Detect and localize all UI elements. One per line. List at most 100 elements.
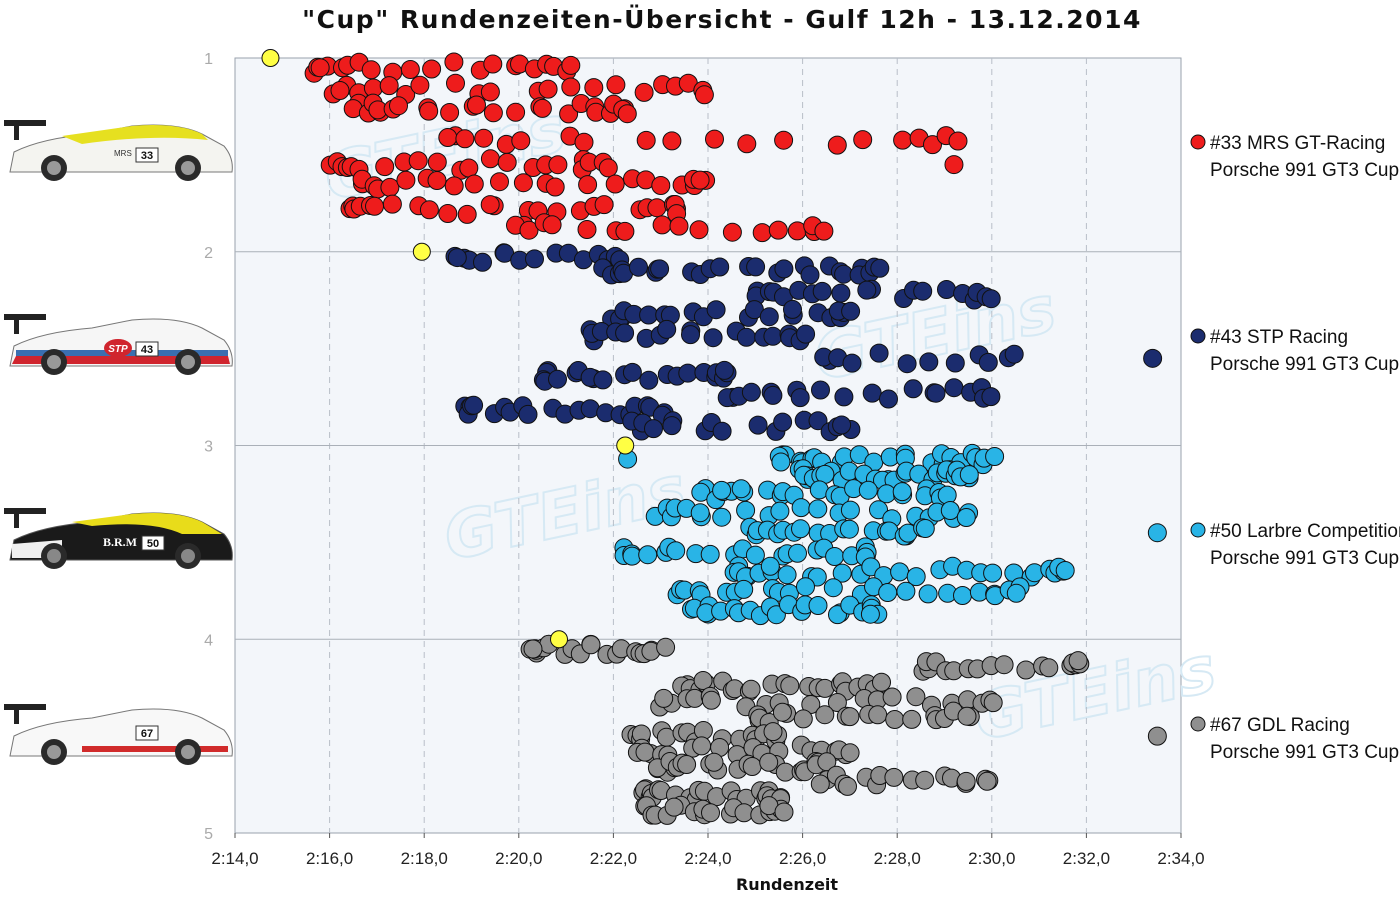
data-point <box>506 102 526 122</box>
data-point <box>584 78 604 98</box>
data-point <box>459 158 479 178</box>
data-point <box>548 369 567 389</box>
data-point <box>815 705 835 725</box>
data-point <box>578 175 598 195</box>
data-point <box>474 128 494 148</box>
data-point <box>994 655 1014 675</box>
data-point <box>832 415 852 435</box>
data-point <box>978 352 998 372</box>
data-point <box>841 301 861 321</box>
data-point <box>1055 561 1075 580</box>
data-point <box>598 158 618 178</box>
data-point <box>902 709 922 729</box>
data-point <box>903 379 923 399</box>
data-point <box>662 416 682 436</box>
data-point <box>330 81 350 100</box>
data-point <box>1004 344 1024 364</box>
data-point <box>464 395 484 415</box>
data-point <box>831 283 851 303</box>
data-point <box>737 134 757 154</box>
x-tick-labels: 2:14,0 2:16,0 2:18,0 2:20,0 2:22,0 2:24,0 2:26… <box>211 833 1205 868</box>
car-67-image: 67 <box>4 704 233 765</box>
data-point <box>1147 726 1167 746</box>
legend-label-67: #67 GDL Racing <box>1210 715 1350 736</box>
data-point <box>780 676 800 696</box>
data-point <box>981 289 1001 309</box>
data-point <box>712 507 732 527</box>
data-point <box>775 762 795 782</box>
data-point <box>906 687 926 707</box>
data-point <box>652 215 672 235</box>
data-point <box>827 135 847 155</box>
data-point <box>763 326 783 346</box>
data-point <box>937 485 957 505</box>
x-tick-label: 2:20,0 <box>495 849 542 868</box>
legend-sublabel-43: Porsche 991 GT3 Cup <box>1210 354 1399 375</box>
data-point <box>548 155 568 175</box>
data-point <box>666 541 686 561</box>
data-point <box>440 103 460 122</box>
data-point <box>681 325 700 345</box>
data-point <box>690 170 710 190</box>
data-point <box>872 672 891 692</box>
data-point <box>518 404 538 424</box>
data-point <box>532 98 552 118</box>
x-tick-label: 2:24,0 <box>684 849 731 868</box>
data-point <box>438 128 458 147</box>
data-point <box>662 131 682 151</box>
data-point <box>480 82 500 102</box>
data-point <box>926 383 946 403</box>
legend-sublabel-50: Porsche 991 GT3 Cup <box>1210 548 1399 569</box>
data-point <box>464 174 484 194</box>
legend-marker-33 <box>1190 134 1206 150</box>
data-point <box>981 387 1001 407</box>
data-point <box>918 584 938 604</box>
data-point <box>310 58 330 78</box>
legend-sublabel-67: Porsche 991 GT3 Cup <box>1210 742 1399 763</box>
series-0 <box>304 52 968 243</box>
data-point <box>1143 348 1163 368</box>
legend-label-50: #50 Larbre Competition <box>1210 521 1400 542</box>
data-point <box>706 300 726 320</box>
data-point <box>419 200 439 220</box>
data-point <box>438 204 458 223</box>
x-tick-label: 2:26,0 <box>779 849 826 868</box>
data-point <box>923 135 942 155</box>
data-point <box>840 707 860 727</box>
data-point <box>389 96 408 116</box>
legend-label-33: #33 MRS GT-Racing <box>1210 133 1385 154</box>
data-point <box>884 767 904 787</box>
data-point <box>983 693 1003 713</box>
data-point <box>700 544 720 564</box>
data-point <box>790 388 810 408</box>
data-point <box>542 215 562 235</box>
data-point <box>400 60 420 79</box>
svg-text:43: 43 <box>141 344 153 356</box>
svg-text:50: 50 <box>147 538 159 550</box>
data-point <box>796 577 815 597</box>
data-point <box>956 508 976 527</box>
data-point <box>644 419 663 439</box>
data-point <box>896 581 916 601</box>
data-point <box>811 380 830 400</box>
data-point <box>823 578 843 598</box>
data-point <box>419 101 439 121</box>
data-point <box>858 480 878 500</box>
data-point <box>868 705 888 725</box>
data-point <box>772 702 792 722</box>
data-point <box>808 411 828 431</box>
data-point <box>380 177 400 197</box>
data-point <box>734 579 754 599</box>
data-point <box>636 130 656 150</box>
data-point <box>862 383 882 403</box>
data-point <box>759 752 779 772</box>
data-point <box>617 104 637 124</box>
data-point <box>812 281 832 301</box>
data-point <box>945 353 965 373</box>
svg-text:33: 33 <box>141 150 153 162</box>
data-point <box>840 500 860 520</box>
data-point <box>879 389 898 409</box>
highlight-point <box>261 49 280 67</box>
svg-text:67: 67 <box>141 728 153 740</box>
data-point <box>877 484 897 504</box>
